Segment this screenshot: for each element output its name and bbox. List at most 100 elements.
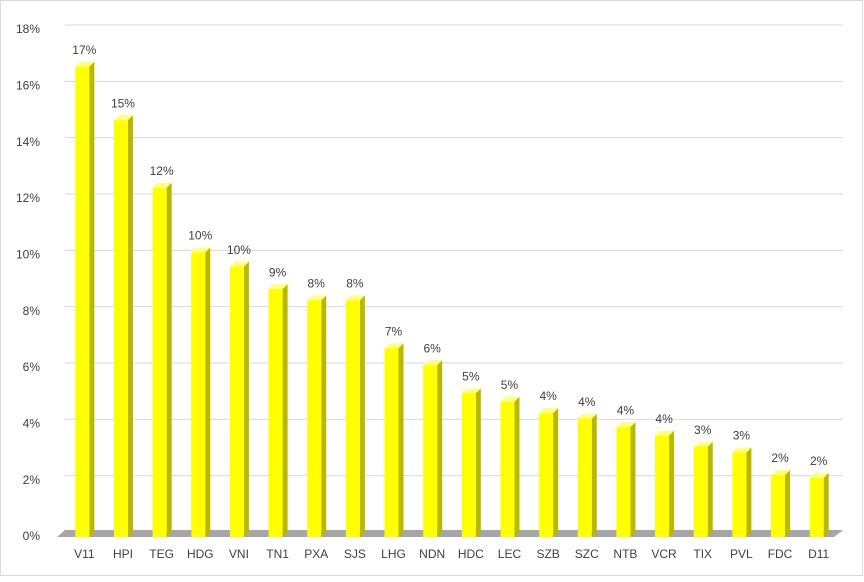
bar-top [500, 396, 520, 402]
data-label: 10% [188, 229, 212, 243]
bar [268, 289, 283, 537]
bar-top [268, 284, 288, 290]
bar [113, 120, 128, 537]
data-label: 5% [501, 378, 519, 392]
x-tick-label: VNI [229, 547, 249, 561]
bar-side [707, 441, 713, 537]
bar [345, 300, 360, 537]
bar-top [345, 295, 365, 301]
bar-top [75, 61, 95, 67]
x-tick-label: D11 [808, 547, 829, 561]
bar-side [823, 472, 829, 537]
data-label: 4% [617, 403, 635, 417]
bar [191, 252, 206, 537]
bar [809, 477, 824, 537]
bar-side [205, 247, 211, 537]
bar-side [89, 61, 95, 537]
bar-side [127, 115, 133, 537]
x-tick-label: TEG [149, 547, 174, 561]
data-label: 4% [655, 412, 673, 426]
y-tick-label: 8% [23, 304, 41, 318]
bar-top [384, 343, 404, 349]
bar [693, 446, 708, 537]
bar-top [423, 360, 443, 366]
bar-side [669, 430, 675, 537]
bar [732, 452, 747, 537]
bar-side [553, 408, 559, 537]
x-tick-label: HPI [113, 547, 133, 561]
x-tick-label: HDG [187, 547, 214, 561]
y-tick-label: 10% [16, 248, 40, 262]
bar [461, 393, 476, 537]
bar-top [655, 430, 675, 436]
y-tick-label: 14% [16, 135, 40, 149]
data-label: 3% [733, 429, 751, 443]
bar [307, 300, 322, 537]
data-label: 7% [385, 324, 403, 338]
bar-top [539, 408, 559, 414]
bar-top [461, 388, 481, 394]
y-tick-label: 6% [23, 360, 41, 374]
x-tick-label: NTB [613, 547, 637, 561]
bar-top [229, 261, 249, 267]
bar-top [113, 115, 133, 121]
bar-top [191, 247, 211, 253]
bar-top [693, 441, 713, 447]
bar-side [630, 422, 636, 537]
y-tick-label: 2% [23, 473, 41, 487]
bar-top [307, 295, 327, 301]
x-tick-label: TIX [693, 547, 712, 561]
x-tick-label: VCR [651, 547, 677, 561]
bar [75, 66, 90, 537]
bar-side [514, 396, 520, 537]
bar-side [746, 447, 752, 537]
bar-side [359, 295, 365, 537]
bar [384, 348, 399, 537]
bar [500, 401, 515, 537]
bar-side [166, 182, 172, 537]
bar-side [591, 413, 597, 537]
bar-side [785, 470, 791, 537]
y-tick-label: 18% [16, 22, 40, 36]
bar-top [809, 472, 829, 478]
bar [771, 475, 786, 537]
x-tick-label: FDC [768, 547, 793, 561]
bar [577, 418, 592, 537]
x-tick-label: HDC [458, 547, 484, 561]
data-label: 2% [810, 454, 828, 468]
data-label: 4% [539, 389, 557, 403]
x-tick-label: NDN [419, 547, 445, 561]
bar-top [771, 470, 791, 476]
data-label: 2% [771, 451, 789, 465]
bar-top [616, 422, 636, 428]
bar-top [732, 447, 752, 453]
bar [229, 266, 244, 537]
x-tick-label: SZB [536, 547, 559, 561]
y-tick-label: 12% [16, 191, 40, 205]
bar-side [282, 284, 288, 537]
data-label: 8% [308, 277, 326, 291]
y-tick-label: 16% [16, 79, 40, 93]
bar [423, 365, 438, 537]
data-label: 10% [227, 243, 251, 257]
data-label: 12% [150, 164, 174, 178]
bar-side [475, 388, 481, 537]
x-tick-label: LHG [381, 547, 406, 561]
x-tick-label: PXA [304, 547, 328, 561]
bar [152, 187, 167, 537]
x-tick-label: SJS [344, 547, 366, 561]
data-label: 5% [462, 370, 480, 384]
bar-side [398, 343, 404, 537]
data-label: 15% [111, 96, 135, 110]
data-label: 8% [346, 277, 364, 291]
data-label: 9% [269, 265, 287, 279]
floor [57, 530, 843, 537]
data-label: 4% [578, 395, 596, 409]
bar-top [152, 182, 172, 188]
bar-side [243, 261, 249, 537]
bar [616, 427, 631, 537]
bar [539, 413, 554, 537]
data-label: 17% [72, 43, 96, 57]
bar [655, 435, 670, 537]
